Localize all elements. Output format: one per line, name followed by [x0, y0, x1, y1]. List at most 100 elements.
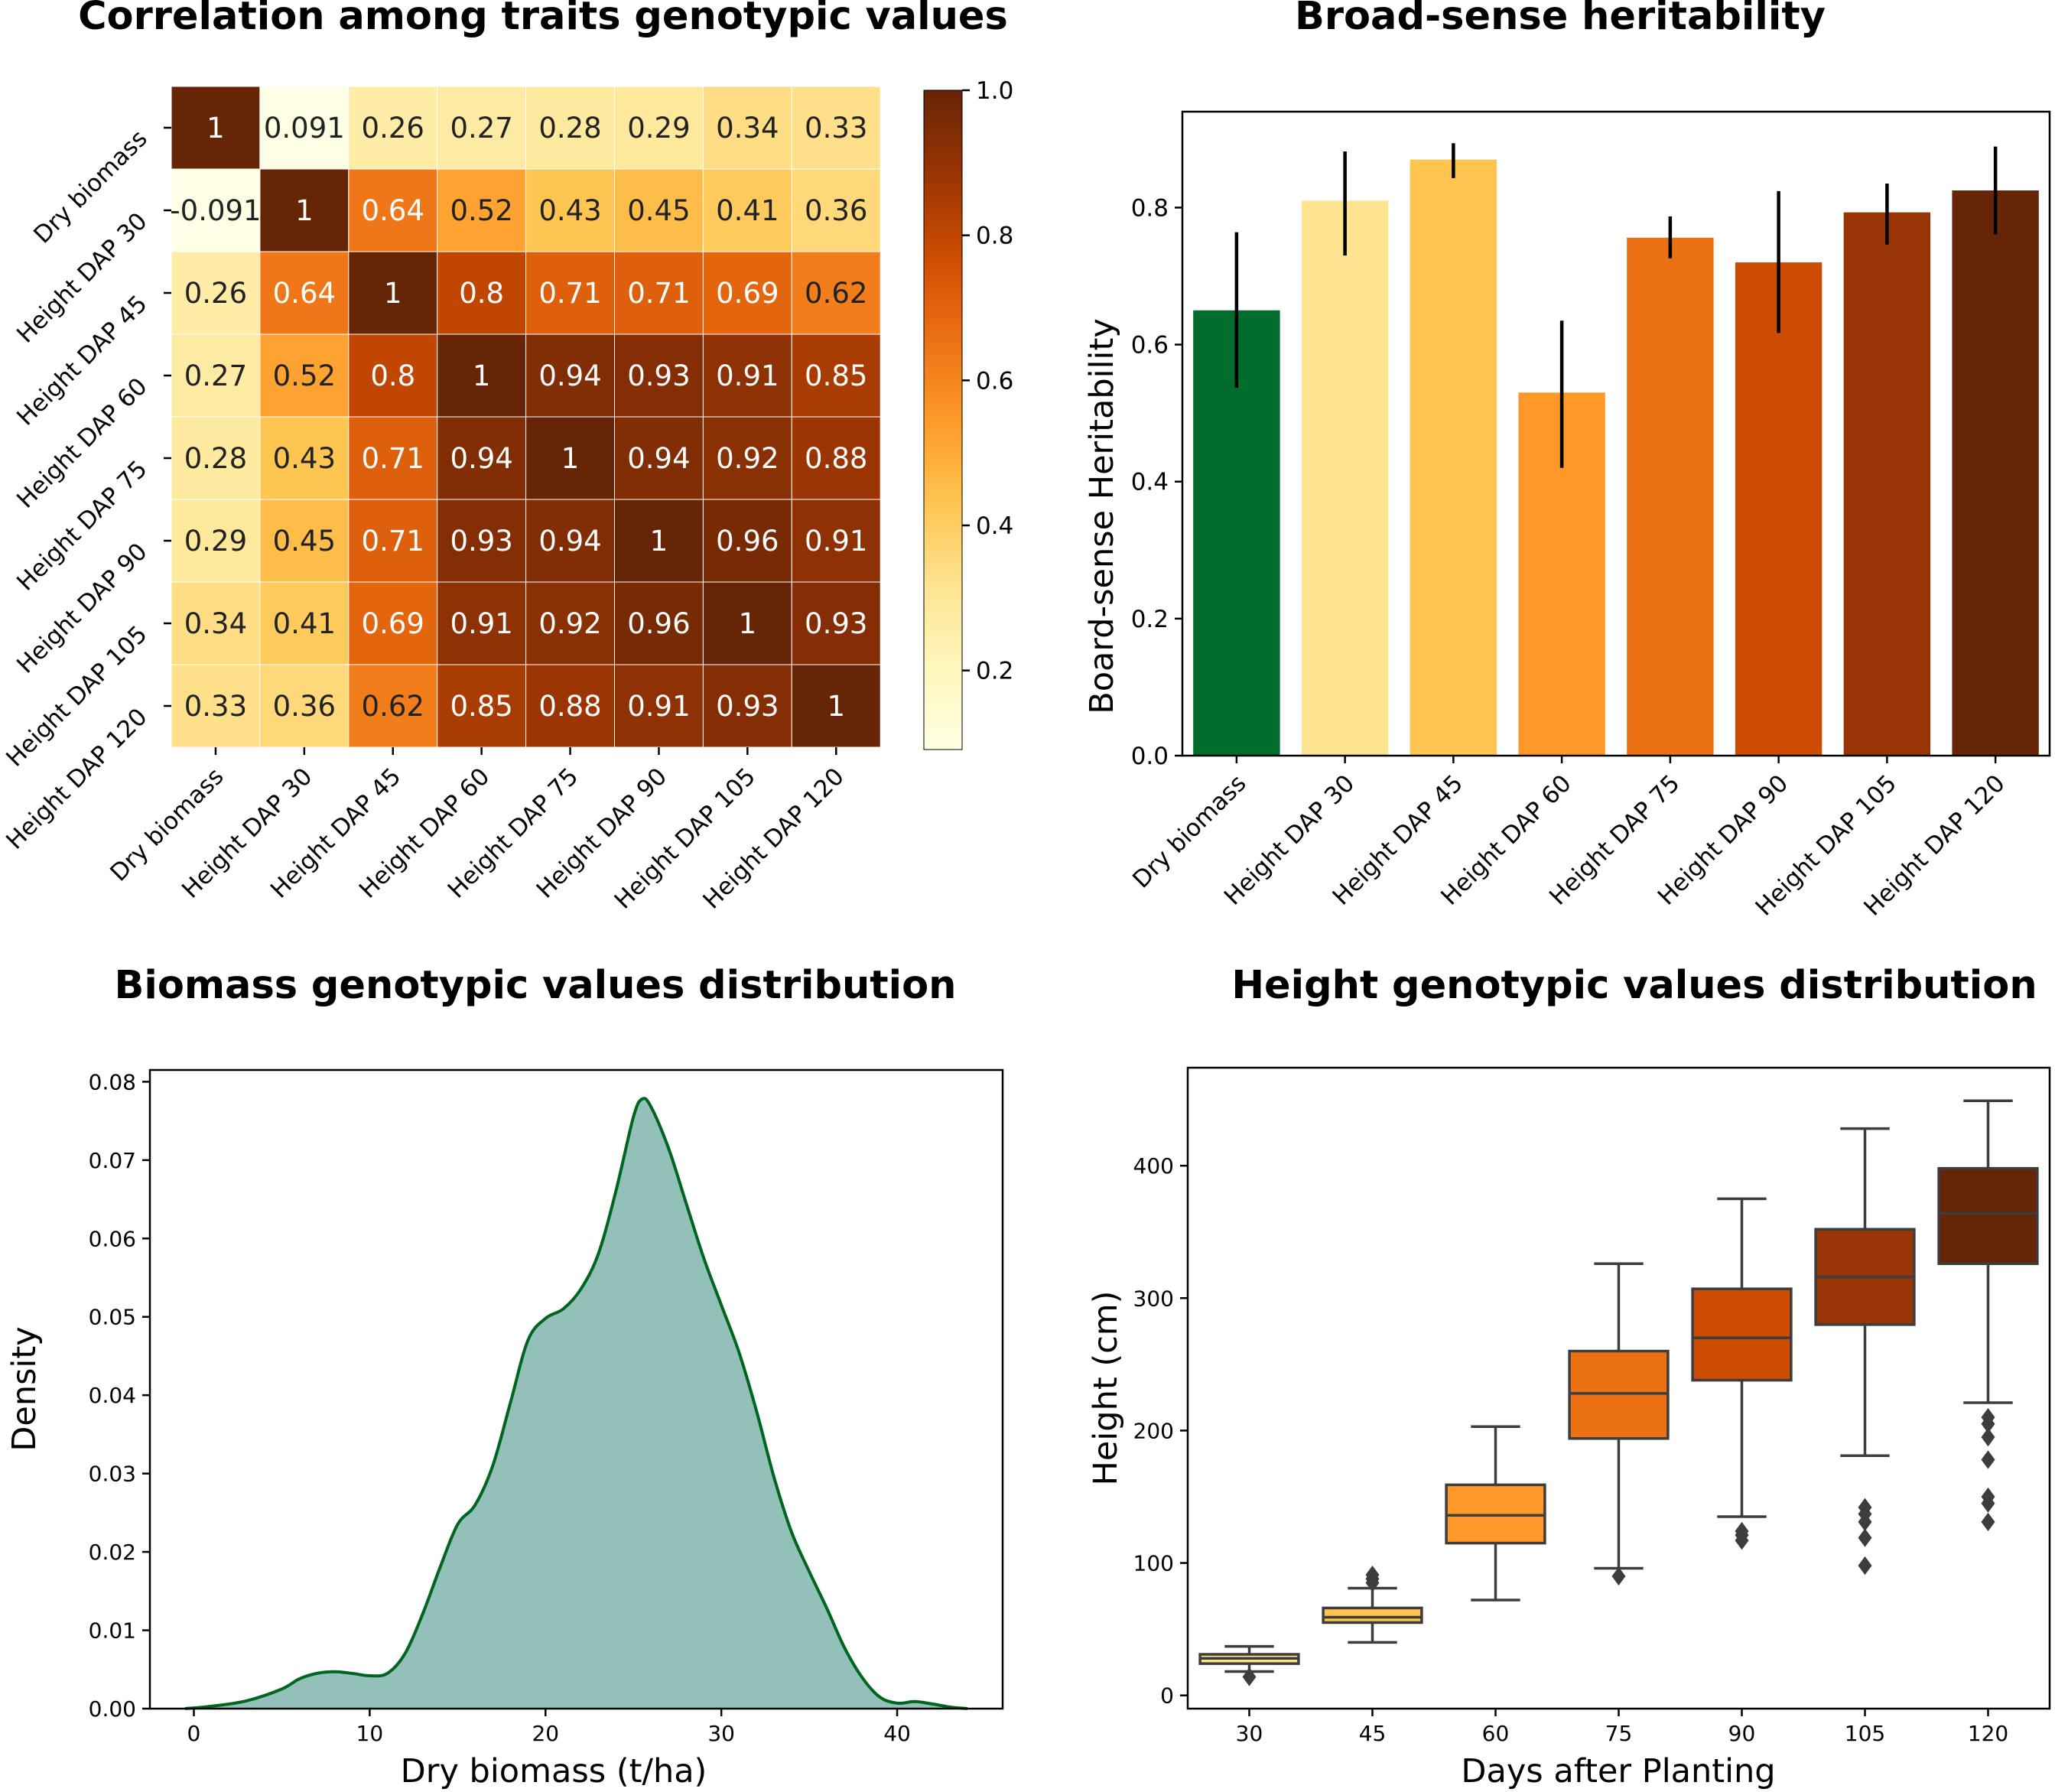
heatmap-cell-label: 0.45	[627, 194, 690, 227]
heatmap-cell	[702, 168, 792, 252]
boxplot-y-axis-label: Height (cm)	[1087, 1291, 1125, 1486]
heatmap-cell	[791, 251, 881, 335]
bar-height-dap-90	[1735, 262, 1823, 756]
density-y-tick-label: 0.00	[89, 1696, 136, 1722]
heatmap-cell	[348, 333, 438, 418]
box-day-75	[1568, 1262, 1670, 1586]
box-day-45	[1322, 1565, 1423, 1644]
heatmap-cell	[171, 581, 261, 665]
heatmap-cell-label: 1	[650, 525, 668, 558]
outlier-point	[1981, 1450, 1995, 1469]
boxplot-x-tick-label: 105	[1845, 1721, 1885, 1746]
heatmap-cell	[348, 86, 438, 170]
heatmap-cell-label: 0.85	[450, 690, 512, 723]
heatmap-cell	[525, 333, 615, 418]
heatmap-cell-label: 0.94	[450, 442, 512, 475]
density-y-axis-label: Density	[5, 1326, 44, 1451]
heatmap-cell	[702, 581, 792, 665]
heatmap-y-tick-label: Height DAP 120	[1, 703, 152, 854]
heatmap-cell-label: 1	[739, 607, 757, 640]
heatmap-cell	[171, 86, 261, 170]
heatmap-cell-label: 0.64	[273, 277, 336, 310]
heatmap-cell-label: 1	[473, 359, 491, 392]
outlier-point	[1981, 1487, 1995, 1507]
heatmap-cell	[437, 251, 527, 335]
heatmap-cell	[791, 416, 881, 500]
outlier-point	[1981, 1427, 1995, 1447]
heatmap-cell-label: -0.091	[170, 194, 261, 227]
colorbar-tick-label: 1.0	[976, 77, 1013, 105]
bar-height-dap-75	[1627, 237, 1714, 756]
heatmap-cell	[614, 168, 704, 252]
heatmap-cell-label: 0.91	[627, 690, 690, 723]
boxplot-x-tick-label: 90	[1728, 1721, 1756, 1746]
density-area	[185, 1098, 967, 1709]
box-day-105	[1814, 1127, 1916, 1576]
boxplot-y-tick-label: 0	[1160, 1683, 1174, 1709]
biomass-density-panel: Biomass genotypic values distribution 0.…	[5, 963, 1004, 1790]
heatmap-cell	[348, 499, 438, 583]
heatmap-cell-label: 0.52	[273, 359, 336, 392]
heatmap-cell-label: 0.94	[538, 359, 601, 392]
heatmap-cell	[525, 168, 615, 252]
heatmap-cell-label: 1	[384, 277, 402, 310]
heatmap-cell	[525, 664, 615, 748]
bar-height-dap-45	[1410, 159, 1497, 756]
heatmap-cell-label: 0.69	[716, 277, 779, 310]
heatmap-cell-label: 0.91	[450, 607, 512, 640]
bar-height-dap-30	[1301, 200, 1389, 756]
heatmap-cell-label: 0.96	[716, 525, 779, 558]
heatmap-cell	[259, 499, 350, 583]
heritability-bars	[1193, 159, 2039, 756]
box-iqr	[1937, 1166, 2039, 1265]
heatmap-cell-label: 0.93	[716, 690, 779, 723]
density-y-ticks: 0.00 0.01 0.02 0.03 0.04 0.05 0.06 0.07 0.08	[89, 1069, 150, 1722]
bar-y-axis-label: Board-sense Heritability	[1083, 318, 1121, 714]
heatmap-cell	[348, 416, 438, 500]
bar-height-dap-120	[1952, 190, 2039, 756]
heatmap-cell	[171, 251, 261, 335]
heatmap-cell-label: 1	[295, 194, 314, 227]
boxplot-x-ticks: 30 45 60 75 90 105 120	[1236, 1709, 2008, 1746]
box-day-60	[1445, 1425, 1546, 1602]
heatmap-cell-label: 0.93	[805, 607, 867, 640]
box-day-120	[1937, 1099, 2039, 1532]
heatmap-cell-label: 1	[206, 112, 225, 145]
outlier-point	[1735, 1521, 1749, 1541]
density-x-axis-label: Dry biomass (t/ha)	[401, 1752, 707, 1790]
heritability-bar-panel: Broad-sense heritability Board-sense Her…	[1083, 0, 2051, 922]
heatmap-cell	[614, 416, 704, 500]
outlier-point	[1242, 1667, 1257, 1686]
height-boxes	[1198, 1099, 2039, 1686]
density-x-tick-label: 10	[356, 1721, 384, 1746]
heatmap-cell	[348, 251, 438, 335]
bar-y-tick-label: 0.0	[1131, 743, 1169, 770]
box-day-30	[1198, 1644, 1300, 1686]
heatmap-cell-label: 0.92	[538, 607, 601, 640]
heatmap-cell	[525, 86, 615, 170]
heatmap-cell-label: 0.29	[184, 525, 247, 558]
heatmap-cell	[259, 168, 350, 252]
density-y-tick-label: 0.01	[89, 1618, 136, 1644]
outlier-point	[1858, 1498, 1872, 1517]
heatmap-cell	[702, 251, 792, 335]
correlation-heatmap-panel: Correlation among traits genotypic value…	[1, 0, 1013, 915]
heatmap-cell	[614, 86, 704, 170]
boxplot-x-tick-label: 45	[1359, 1721, 1387, 1746]
heatmap-cell-label: 0.091	[264, 112, 345, 145]
density-y-tick-label: 0.07	[89, 1148, 136, 1173]
outlier-point	[1981, 1512, 1995, 1532]
outlier-point	[1981, 1407, 1995, 1427]
heatmap-cell-label: 0.33	[184, 690, 247, 723]
bar-y-tick-label: 0.6	[1131, 332, 1169, 359]
heatmap-cell	[437, 86, 527, 170]
heatmap-cell-label: 0.41	[273, 607, 336, 640]
heatmap-cell-label: 0.85	[805, 359, 867, 392]
heatmap-cell	[348, 581, 438, 665]
boxplot-y-tick-label: 300	[1133, 1286, 1174, 1311]
density-plot-frame	[148, 1068, 1004, 1710]
heatmap-cell-label: 0.71	[362, 442, 424, 475]
density-y-tick-label: 0.04	[89, 1383, 136, 1408]
